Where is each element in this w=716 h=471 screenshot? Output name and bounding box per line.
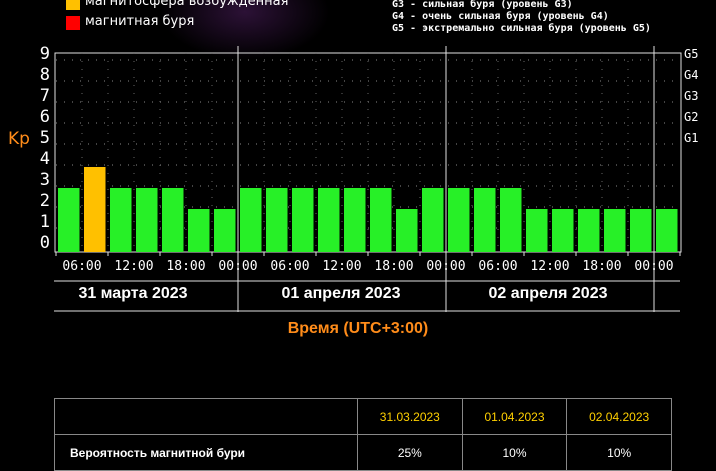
y-axis-label: Kp bbox=[8, 129, 30, 149]
kp-bar bbox=[58, 188, 80, 252]
table-header-date: 31.03.2023 bbox=[357, 398, 463, 435]
y-tick-9: 9 bbox=[39, 44, 50, 64]
y-tick-7: 7 bbox=[39, 86, 50, 106]
x-tick-6: 12:00 bbox=[322, 259, 362, 274]
kp-bar bbox=[188, 209, 210, 252]
y-tick-8: 8 bbox=[39, 65, 50, 85]
g-tick-4: G4 bbox=[684, 68, 699, 82]
y-tick-5: 5 bbox=[39, 128, 50, 148]
g-tick-5: G5 bbox=[684, 47, 699, 61]
y-tick-0: 0 bbox=[39, 233, 50, 253]
day-label-2: 01 апреля 2023 bbox=[281, 285, 401, 302]
g-tick-1: G1 bbox=[684, 131, 699, 145]
kp-bar bbox=[656, 209, 678, 252]
storm-probability-table: 31.03.2023 01.04.2023 02.04.2023 Вероятн… bbox=[54, 398, 672, 471]
g-tick-2: G2 bbox=[684, 110, 699, 124]
x-tick-1: 06:00 bbox=[62, 259, 102, 274]
x-tick-4: 00:00 bbox=[218, 259, 258, 274]
kp-bar bbox=[370, 188, 392, 252]
kp-bar bbox=[162, 188, 184, 252]
y-tick-6: 6 bbox=[39, 107, 50, 127]
y-tick-2: 2 bbox=[39, 191, 50, 211]
kp-bar bbox=[552, 209, 574, 252]
kp-bar bbox=[396, 209, 418, 252]
kp-bar bbox=[526, 209, 548, 252]
table-header-date: 02.04.2023 bbox=[566, 398, 672, 435]
kp-bar bbox=[500, 188, 522, 252]
kp-bar bbox=[84, 167, 106, 252]
y-tick-1: 1 bbox=[39, 212, 50, 232]
kp-bar bbox=[214, 209, 236, 252]
x-tick-12: 00:00 bbox=[634, 259, 674, 274]
table-cell-value: 25% bbox=[357, 434, 463, 471]
x-axis-label: Время (UTC+3:00) bbox=[287, 320, 429, 337]
kp-bar bbox=[604, 209, 626, 252]
kp-bar bbox=[292, 188, 314, 252]
y-tick-3: 3 bbox=[39, 170, 50, 190]
kp-bar bbox=[630, 209, 652, 252]
kp-bar bbox=[266, 188, 288, 252]
legend-label-active: магнитосфера возбужденная bbox=[85, 0, 289, 9]
x-tick-7: 18:00 bbox=[374, 259, 414, 274]
table-row-label: Вероятность магнитной бури bbox=[54, 434, 358, 471]
kp-bar bbox=[344, 188, 366, 252]
table-header-date: 01.04.2023 bbox=[461, 398, 568, 435]
g4-description: G4 - очень сильная буря (уровень G4) bbox=[392, 11, 609, 22]
kp-bar bbox=[136, 188, 158, 252]
x-tick-8: 00:00 bbox=[426, 259, 466, 274]
kp-bar bbox=[318, 188, 340, 252]
table-row: Вероятность магнитной бури 25% 10% 10% bbox=[54, 434, 672, 471]
kp-bar bbox=[578, 209, 600, 252]
background-glow bbox=[160, 0, 330, 60]
table-cell-value: 10% bbox=[461, 434, 568, 471]
table-header-row: 31.03.2023 01.04.2023 02.04.2023 bbox=[54, 398, 672, 435]
legend-swatch-active bbox=[66, 0, 80, 10]
table-cell-value: 10% bbox=[566, 434, 672, 471]
g-tick-3: G3 bbox=[684, 89, 699, 103]
kp-bar bbox=[110, 188, 132, 252]
kp-bar bbox=[240, 188, 262, 252]
day-label-1: 31 марта 2023 bbox=[78, 285, 188, 302]
table-header-empty bbox=[54, 398, 358, 435]
x-tick-3: 18:00 bbox=[166, 259, 206, 274]
x-tick-5: 06:00 bbox=[270, 259, 310, 274]
y-tick-4: 4 bbox=[39, 149, 50, 169]
x-tick-2: 12:00 bbox=[114, 259, 154, 274]
x-tick-10: 12:00 bbox=[530, 259, 570, 274]
legend-label-storm: магнитная буря bbox=[85, 14, 195, 29]
legend-swatch-storm bbox=[66, 16, 80, 30]
g3-description: G3 - сильная буря (уровень G3) bbox=[392, 0, 573, 10]
g5-description: G5 - экстремально сильная буря (уровень … bbox=[392, 23, 651, 34]
kp-bar bbox=[448, 188, 470, 252]
x-tick-9: 06:00 bbox=[478, 259, 518, 274]
x-tick-11: 18:00 bbox=[582, 259, 622, 274]
kp-chart bbox=[54, 46, 682, 312]
day-label-3: 02 апреля 2023 bbox=[488, 285, 608, 302]
kp-bar bbox=[422, 188, 444, 252]
kp-bar bbox=[474, 188, 496, 252]
